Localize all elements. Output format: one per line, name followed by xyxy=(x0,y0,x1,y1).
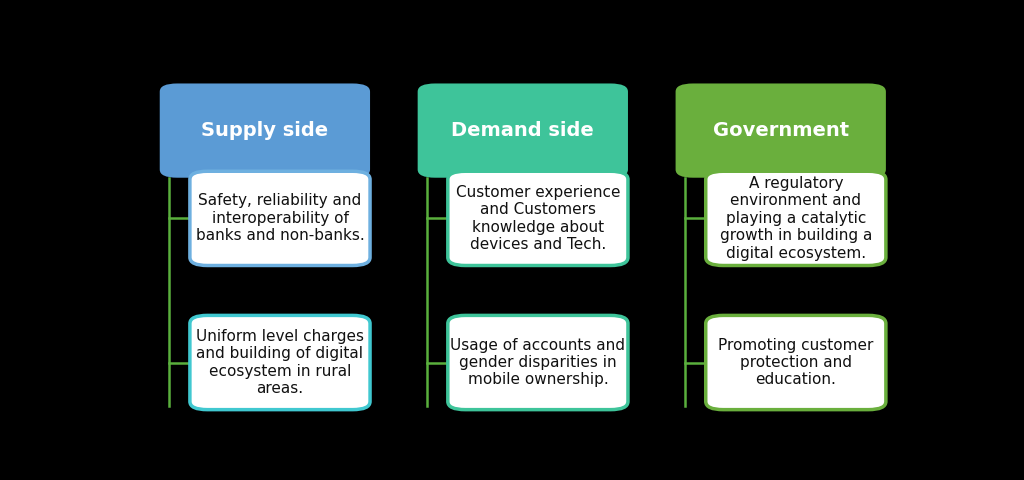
Text: Promoting customer
protection and
education.: Promoting customer protection and educat… xyxy=(718,337,873,387)
Text: Uniform level charges
and building of digital
ecosystem in rural
areas.: Uniform level charges and building of di… xyxy=(196,329,364,396)
FancyBboxPatch shape xyxy=(447,171,628,265)
Text: Customer experience
and Customers
knowledge about
devices and Tech.: Customer experience and Customers knowle… xyxy=(456,185,621,252)
FancyBboxPatch shape xyxy=(189,171,370,265)
FancyBboxPatch shape xyxy=(676,84,886,178)
Text: Demand side: Demand side xyxy=(452,121,594,140)
Text: A regulatory
environment and
playing a catalytic
growth in building a
digital ec: A regulatory environment and playing a c… xyxy=(720,176,872,261)
Text: Supply side: Supply side xyxy=(202,121,329,140)
Text: Government: Government xyxy=(713,121,849,140)
FancyBboxPatch shape xyxy=(160,84,370,178)
Text: Safety, reliability and
interoperability of
banks and non-banks.: Safety, reliability and interoperability… xyxy=(196,193,365,243)
FancyBboxPatch shape xyxy=(706,315,886,409)
FancyBboxPatch shape xyxy=(418,84,628,178)
FancyBboxPatch shape xyxy=(706,171,886,265)
FancyBboxPatch shape xyxy=(447,315,628,409)
FancyBboxPatch shape xyxy=(189,315,370,409)
Text: Usage of accounts and
gender disparities in
mobile ownership.: Usage of accounts and gender disparities… xyxy=(451,337,626,387)
